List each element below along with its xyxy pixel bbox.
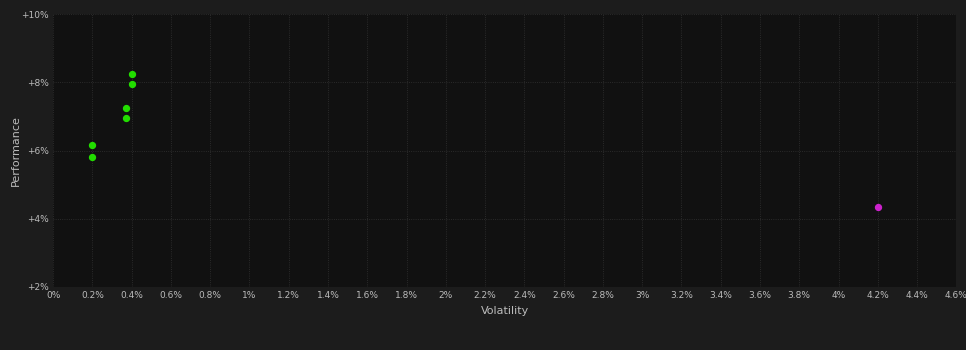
Point xyxy=(124,71,139,77)
Point xyxy=(85,142,100,148)
Point xyxy=(118,115,133,121)
X-axis label: Volatility: Volatility xyxy=(481,306,528,316)
Y-axis label: Performance: Performance xyxy=(11,115,21,186)
Point xyxy=(85,155,100,160)
Point xyxy=(870,204,886,210)
Point xyxy=(118,105,133,111)
Point xyxy=(124,81,139,87)
